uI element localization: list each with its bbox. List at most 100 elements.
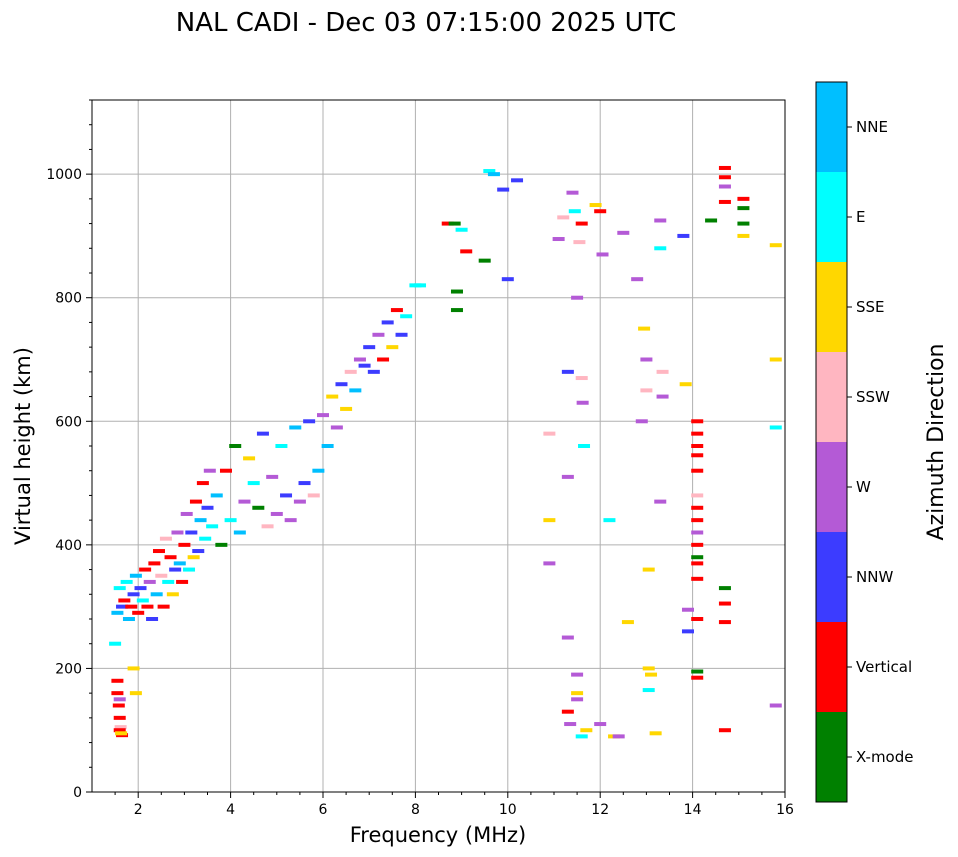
echo-point (645, 672, 658, 677)
colorbar-label: Vertical (856, 658, 912, 676)
echo-point (705, 218, 718, 223)
echo-point (203, 468, 216, 473)
echo-point (718, 601, 731, 606)
echo-point (681, 629, 694, 634)
echo-point (640, 357, 653, 362)
echo-point (122, 617, 135, 621)
echo-point (113, 715, 126, 720)
echo-point (561, 474, 574, 479)
colorbar-label: X-mode (856, 748, 913, 766)
colorbar: X-mode Vertical NNW W SSW SSE E NNE (815, 81, 913, 803)
echo-point (247, 481, 260, 486)
echo-point (642, 688, 655, 693)
echo-point (280, 493, 293, 498)
echo-point (691, 453, 704, 458)
colorbar-swatch (816, 532, 847, 622)
echo-point (162, 579, 175, 584)
echo-point (578, 444, 591, 448)
echo-point (448, 221, 461, 226)
echo-point (256, 431, 269, 436)
x-tick-label: 14 (684, 802, 702, 818)
echo-point (621, 620, 634, 625)
echo-point (691, 530, 704, 535)
echo-point (125, 604, 138, 609)
echo-point (511, 178, 524, 183)
echo-point (455, 227, 468, 232)
echo-point (189, 499, 202, 504)
echo-point (564, 722, 577, 727)
echo-point (769, 357, 782, 362)
echo-point (185, 530, 198, 535)
echo-point (575, 734, 588, 739)
echo-point (656, 369, 669, 374)
echo-point (113, 728, 126, 733)
echo-point (377, 357, 390, 362)
echo-point (737, 221, 750, 226)
echo-point (270, 511, 283, 516)
echo-point (275, 444, 288, 448)
echo-point (571, 672, 584, 677)
echo-point (330, 425, 343, 430)
echo-point (718, 175, 731, 180)
echo-point (441, 221, 454, 226)
echo-point (769, 243, 782, 248)
echo-point (143, 579, 156, 584)
echo-point (114, 725, 127, 730)
echo-point (335, 382, 348, 387)
echo-point (178, 542, 191, 547)
echo-point (326, 394, 339, 399)
grid (92, 100, 786, 793)
echo-point (293, 499, 306, 504)
echo-point (737, 196, 750, 201)
echo-point (635, 419, 648, 424)
echo-point (681, 607, 694, 612)
echo-point (576, 400, 589, 405)
echo-point (594, 722, 607, 727)
echo-point (691, 561, 704, 566)
echo-point (173, 561, 186, 566)
echo-point (450, 308, 463, 313)
echo-point (612, 734, 625, 739)
echo-point (691, 431, 704, 436)
echo-point (617, 230, 630, 235)
echo-point (718, 620, 731, 625)
echo-point (654, 499, 667, 504)
echo-point (691, 493, 704, 498)
echo-point (769, 425, 782, 430)
x-tick-label: 8 (411, 802, 420, 818)
echo-point (171, 530, 184, 535)
echo-point (155, 573, 168, 578)
echo-point (566, 190, 579, 195)
x-tick-label: 12 (591, 802, 609, 818)
colorbar-swatch (816, 172, 847, 262)
colorbar-label: SSE (856, 298, 885, 316)
x-axis-label: Frequency (MHz) (350, 823, 526, 847)
echo-point (109, 641, 122, 646)
echo-point (201, 505, 214, 510)
echo-point (229, 444, 242, 448)
y-tick-label: 400 (55, 538, 82, 554)
echo-point (194, 518, 207, 523)
colorbar-label: SSW (856, 388, 890, 406)
echo-point (640, 388, 653, 393)
echo-point (129, 573, 142, 578)
echo-point (642, 666, 655, 671)
colorbar-label: W (856, 478, 871, 496)
echo-point (139, 567, 152, 572)
echo-point (571, 295, 584, 300)
echo-point (718, 199, 731, 204)
echo-point (642, 567, 655, 572)
echo-point (395, 332, 408, 337)
echo-point (210, 493, 223, 498)
echo-point (718, 184, 731, 189)
echo-point (543, 561, 556, 566)
echo-point (111, 691, 124, 696)
echo-point (129, 691, 142, 696)
echo-point (691, 505, 704, 510)
echo-point (483, 169, 496, 174)
chart-title: NAL CADI - Dec 03 07:15:00 2025 UTC (176, 8, 676, 38)
echo-point (344, 369, 357, 374)
echo-point (386, 345, 399, 350)
colorbar-swatch (816, 712, 847, 802)
